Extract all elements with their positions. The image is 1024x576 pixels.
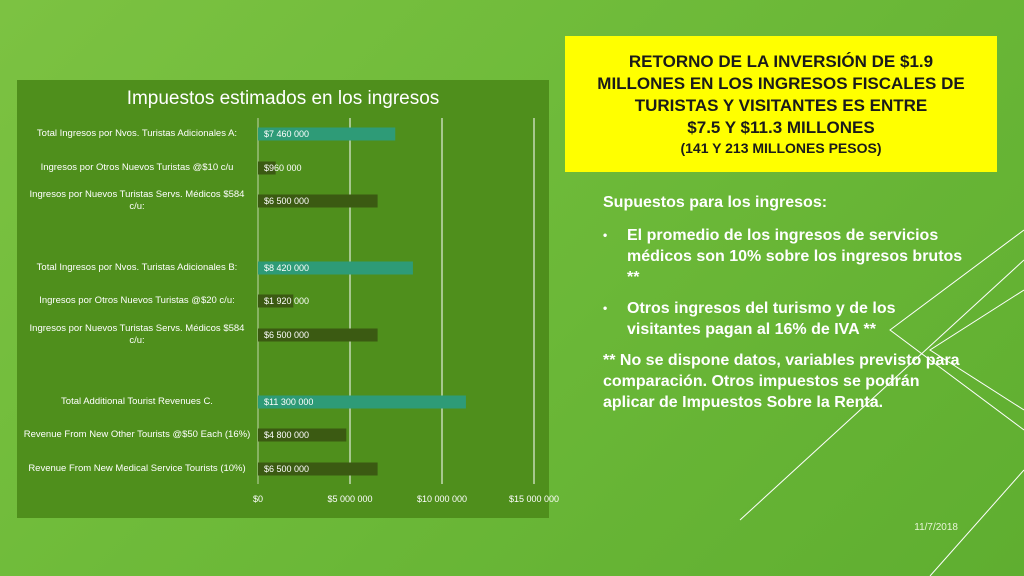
bar-data-label: $6 500 000 xyxy=(264,195,310,206)
heading-subtitle: (141 Y 213 MILLONES PESOS) xyxy=(680,140,882,156)
category-label: Total Ingresos por Nvos. Turistas Adicio… xyxy=(36,262,238,273)
x-tick-label: $0 xyxy=(252,494,263,504)
assumption-bullet: • El promedio de los ingresos de servici… xyxy=(603,225,963,288)
heading-main: RETORNO DE LA INVERSIÓN DE $1.9 MILLONES… xyxy=(565,36,997,139)
category-label: Revenue From New Other Tourists @$50 Eac… xyxy=(23,429,251,440)
assumptions-title: Supuestos para los ingresos: xyxy=(603,194,828,211)
bar-data-label: $6 500 000 xyxy=(264,329,310,340)
category-label: Ingresos por Otros Nuevos Turistas @$20 … xyxy=(39,295,235,306)
heading-line: MILLONES EN LOS INGRESOS FISCALES DE xyxy=(597,74,965,93)
category-label: Total Ingresos por Nvos. Turistas Adicio… xyxy=(36,128,238,139)
category-label: Ingresos por Otros Nuevos Turistas @$10 … xyxy=(40,162,234,173)
bar-data-label: $11 300 000 xyxy=(264,396,314,407)
chart-panel: Impuestos estimados en los ingresos $0 $5… xyxy=(17,80,559,518)
bar xyxy=(258,161,276,175)
bar xyxy=(258,395,466,409)
chart-title: Impuestos estimados en los ingresos xyxy=(126,88,440,109)
heading-line: TURISTAS Y VISITANTES ES ENTRE xyxy=(634,96,928,115)
category-label: Total Additional Tourist Revenues C. xyxy=(61,396,213,407)
heading-box: RETORNO DE LA INVERSIÓN DE $1.9 MILLONES… xyxy=(565,36,997,172)
bar-data-label: $1 920 000 xyxy=(264,295,310,306)
bar-data-label: $4 800 000 xyxy=(264,429,310,440)
x-tick-label: $5 000 000 xyxy=(327,494,373,504)
chart-plot-area xyxy=(257,118,535,484)
assumption-bullet: • Otros ingresos del turismo y de los vi… xyxy=(603,298,963,340)
slide-date: 11/7/2018 xyxy=(914,522,958,533)
assumption-text: El promedio de los ingresos de servicios… xyxy=(627,227,963,286)
bar-data-label: $960 000 xyxy=(264,162,302,173)
heading-line: RETORNO DE LA INVERSIÓN DE $1.9 xyxy=(628,52,934,71)
assumptions-block: Supuestos para los ingresos: • El promed… xyxy=(603,192,963,425)
bar xyxy=(258,428,347,442)
bar xyxy=(258,328,378,342)
x-tick-label: $10 000 000 xyxy=(416,494,468,504)
category-label: Ingresos por Nuevos Turistas Servs. Médi… xyxy=(29,189,245,212)
x-tick-label: $15 000 000 xyxy=(508,494,560,504)
bar-data-label: $8 420 000 xyxy=(264,262,310,273)
bar xyxy=(258,294,294,308)
bar-data-label: $7 460 000 xyxy=(264,128,310,139)
assumptions-note: ** No se dispone datos, variables previs… xyxy=(603,352,960,411)
bullet-icon: • xyxy=(603,301,608,315)
bar-data-label: $6 500 000 xyxy=(264,463,310,474)
bullet-icon: • xyxy=(603,228,608,242)
bar xyxy=(258,261,413,275)
bar xyxy=(258,194,378,208)
category-label: Revenue From New Medical Service Tourist… xyxy=(28,463,246,474)
bar xyxy=(258,127,396,141)
assumption-text: Otros ingresos del turismo y de los visi… xyxy=(627,300,896,338)
heading-line: $7.5 Y $11.3 MILLONES xyxy=(687,118,875,137)
category-label: Ingresos por Nuevos Turistas Servs. Médi… xyxy=(29,323,245,346)
bar xyxy=(258,462,378,476)
